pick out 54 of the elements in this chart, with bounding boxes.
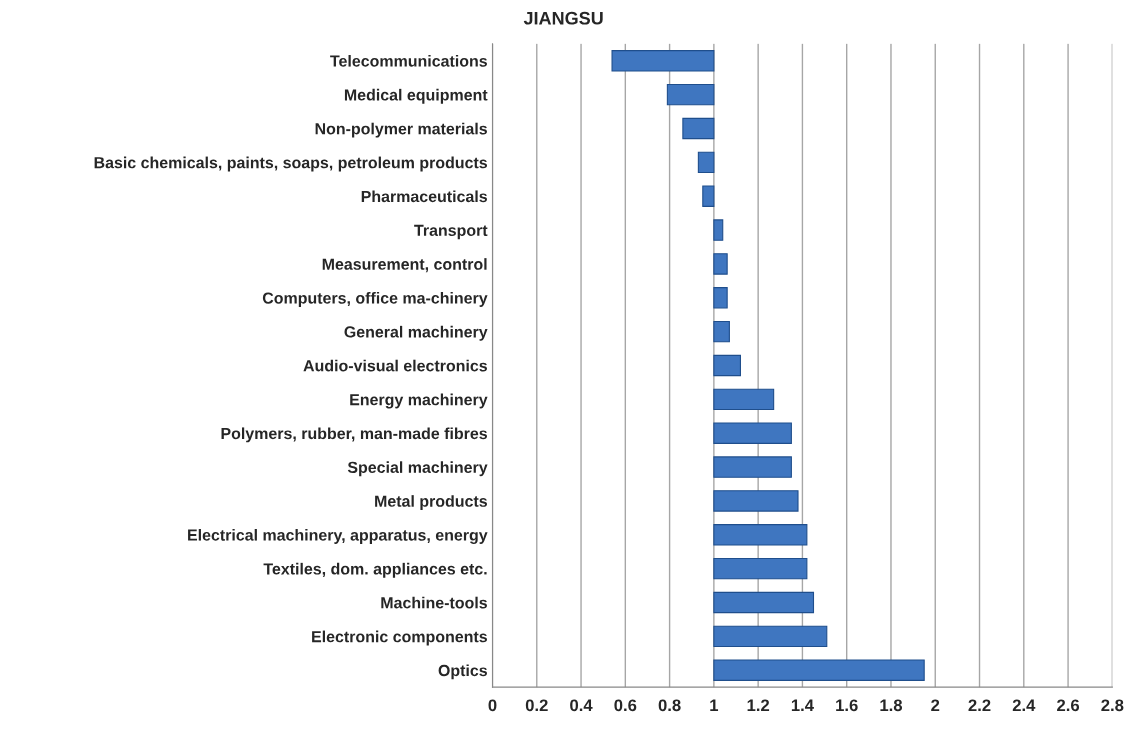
bar xyxy=(713,524,808,546)
x-tick-label: 0.2 xyxy=(525,699,548,712)
x-tick-label: 2.8 xyxy=(1101,699,1124,712)
bar xyxy=(713,557,808,580)
x-tick-label: 1.4 xyxy=(791,699,814,712)
bar xyxy=(713,422,792,444)
y-tick-label: General machinery xyxy=(344,325,488,341)
y-tick-label: Basic chemicals, paints, soaps, petroleum products xyxy=(94,156,488,172)
x-tick-label: 2.4 xyxy=(1012,699,1036,712)
x-tick-label: 1.6 xyxy=(836,699,858,712)
y-tick-label: Computers, office ma-chinery xyxy=(262,292,488,307)
bar xyxy=(713,659,925,681)
bar xyxy=(697,151,715,174)
y-tick-label: Pharmaceuticals xyxy=(361,190,487,203)
x-tick-label: 1 xyxy=(710,699,719,712)
x-tick-label: 0 xyxy=(488,699,497,712)
bar xyxy=(713,591,815,614)
y-tick-label: Telecommunications xyxy=(330,55,487,67)
y-tick-label: Transport xyxy=(414,224,488,240)
bar xyxy=(713,253,728,275)
chart-title: JIANGSU xyxy=(523,11,603,25)
x-tick-label: 2.2 xyxy=(968,699,991,712)
bar xyxy=(682,117,715,140)
bar xyxy=(713,388,775,411)
y-tick-label: Machine-tools xyxy=(381,596,487,609)
x-tick-label: 0.4 xyxy=(570,699,593,712)
x-tick-label: 1.8 xyxy=(880,699,903,712)
x-tick-label: 2.6 xyxy=(1057,699,1080,712)
bar xyxy=(666,83,715,106)
y-tick-label: Audio-visual electronics xyxy=(303,359,487,372)
bar xyxy=(713,490,799,512)
y-tick-label: Energy machinery xyxy=(350,393,488,409)
bar xyxy=(713,219,724,241)
y-tick-label: Metal products xyxy=(375,495,487,511)
bar xyxy=(713,625,828,648)
y-tick-label: Special machinery xyxy=(347,461,488,477)
bar xyxy=(611,50,715,72)
y-tick-label: Polymers, rubber, man-made fibres xyxy=(221,427,487,443)
x-tick-label: 2 xyxy=(931,699,940,712)
y-tick-label: Non-polymer materials xyxy=(315,122,487,138)
bar xyxy=(713,456,792,478)
bar xyxy=(713,320,730,343)
bar xyxy=(713,287,728,309)
bar xyxy=(713,354,741,377)
bar xyxy=(702,185,715,207)
x-tick-label: 0.6 xyxy=(614,699,637,712)
y-tick-label: Electronic components xyxy=(312,630,487,646)
y-tick-label: Measurement, control xyxy=(322,258,487,273)
y-tick-label: Textiles, dom. appliances etc. xyxy=(263,562,487,578)
x-tick-label: 1.2 xyxy=(747,699,770,712)
y-tick-label: Electrical machinery, apparatus, energy xyxy=(188,529,488,544)
y-tick-label: Medical equipment xyxy=(344,88,488,104)
x-tick-label: 0.8 xyxy=(658,699,681,712)
y-tick-label: Optics xyxy=(438,664,487,680)
